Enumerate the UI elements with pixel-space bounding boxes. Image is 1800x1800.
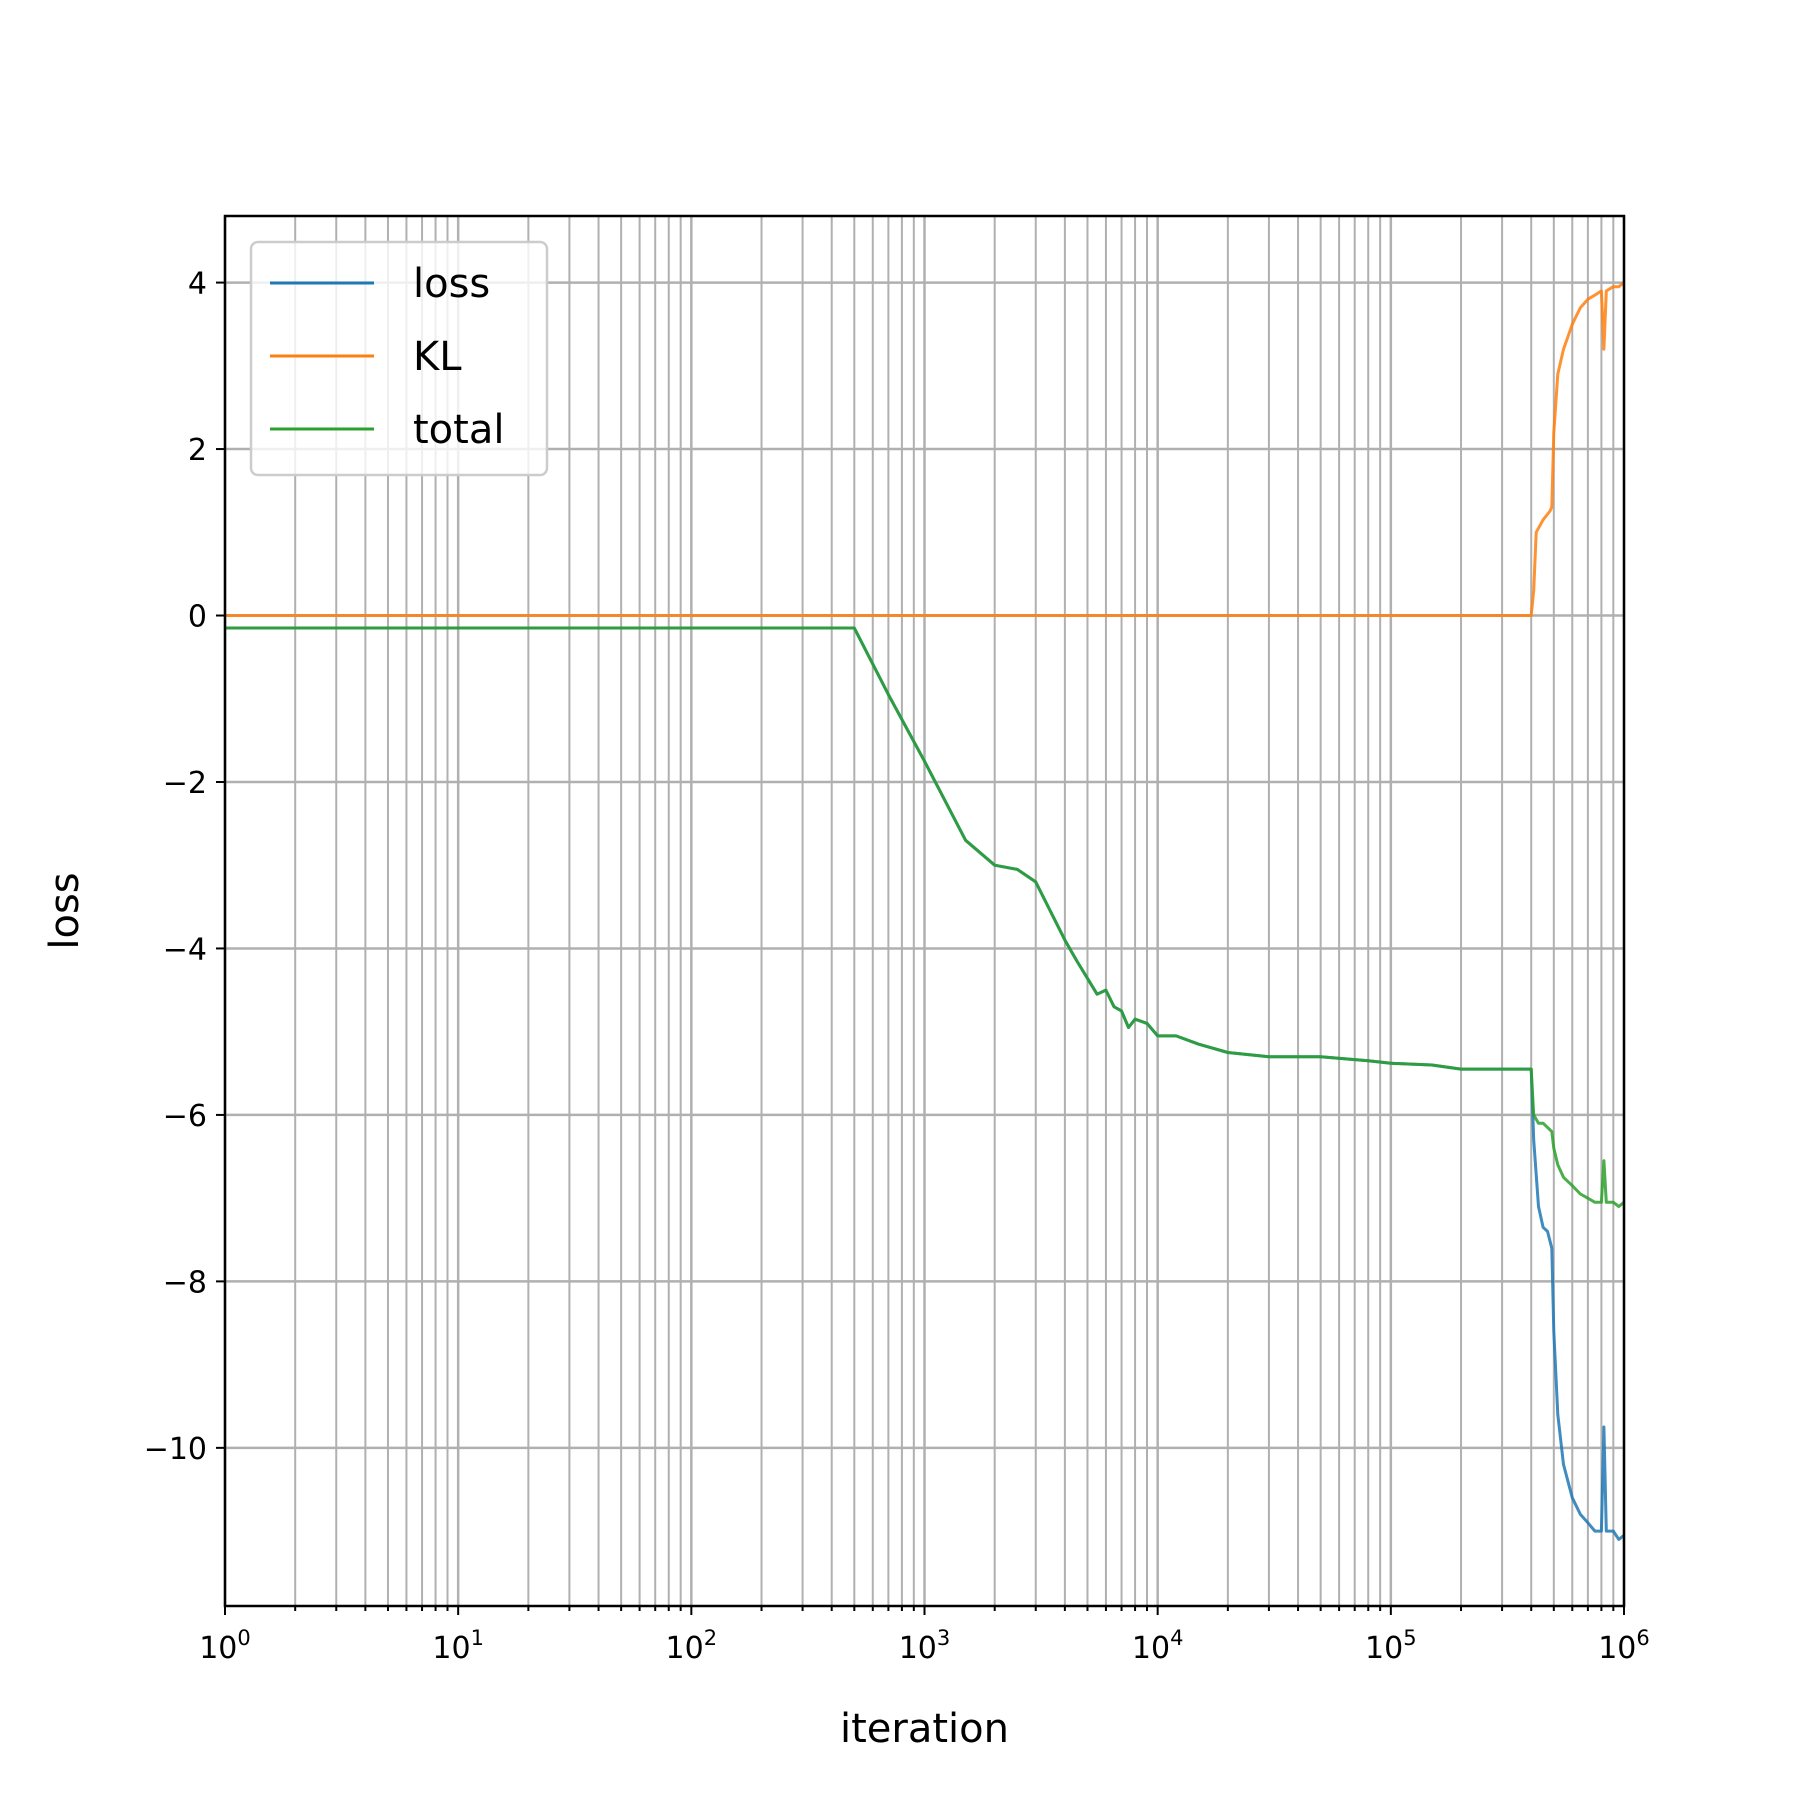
y-tick-label: −4 [163, 932, 207, 967]
y-tick-label: −2 [163, 766, 207, 801]
y-tick-label: 0 [188, 600, 207, 635]
y-axis-label: loss [42, 872, 88, 949]
y-tick-label: −8 [163, 1265, 207, 1300]
y-tick-label: 2 [188, 433, 207, 468]
legend-label-kl: KL [413, 334, 462, 380]
x-axis-label: iteration [840, 1706, 1009, 1752]
x-axis: 100 101 102 103 104 105 106 [199, 1606, 1650, 1666]
series-line-kl [225, 281, 1625, 617]
y-tick-label: −10 [144, 1432, 207, 1467]
y-tick-label: 4 [188, 267, 207, 302]
x-tick-label: 101 [432, 1626, 484, 1666]
x-tick-label: 100 [199, 1626, 251, 1666]
series-lines [225, 281, 1625, 1541]
legend-label-total: total [413, 407, 504, 453]
x-tick-label: 105 [1365, 1626, 1417, 1666]
legend: loss KL total [249, 240, 549, 477]
x-tick-label: 104 [1132, 1626, 1184, 1666]
y-axis: 4 2 0 −2 −4 −6 −8 −10 [144, 267, 225, 1467]
legend-label-loss: loss [413, 261, 490, 307]
x-tick-label: 106 [1598, 1626, 1650, 1666]
series-line-total [225, 626, 1625, 1208]
x-tick-label: 102 [666, 1626, 718, 1666]
x-tick-label: 103 [899, 1626, 951, 1666]
legend-box [249, 240, 549, 477]
y-tick-label: −6 [163, 1099, 207, 1134]
